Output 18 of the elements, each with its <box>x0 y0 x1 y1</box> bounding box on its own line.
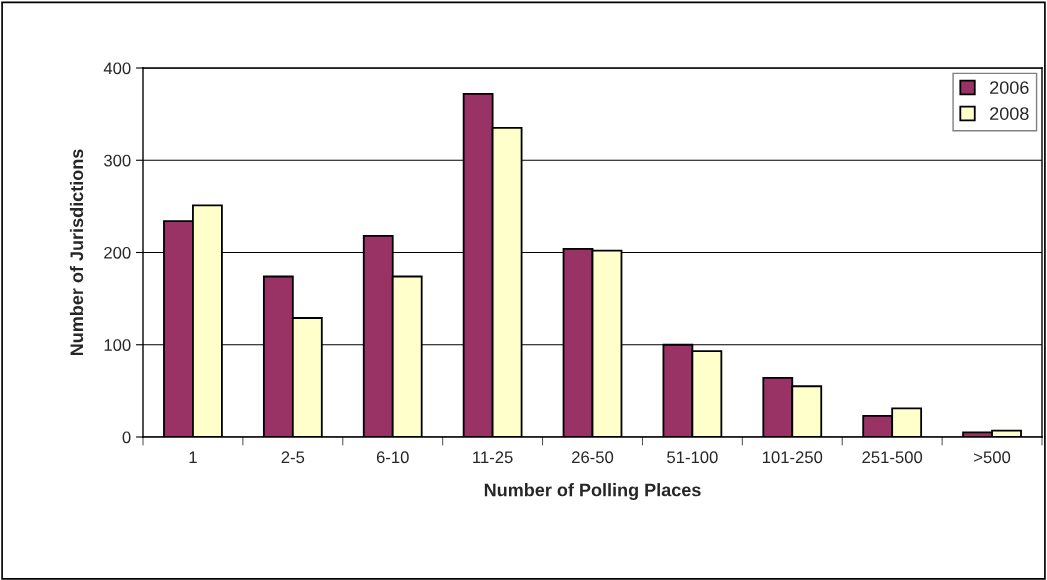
x-tick-label: 6-10 <box>376 451 409 464</box>
x-tick-label: 11-25 <box>473 451 513 464</box>
x-tick-label: >500 <box>974 451 1011 464</box>
y-tick-label: 200 <box>104 246 131 259</box>
y-tick-label: 400 <box>103 62 131 75</box>
x-axis-title: Number of Polling Places <box>484 483 701 500</box>
y-tick-label: 0 <box>122 431 131 444</box>
legend-label: 2008 <box>990 107 1029 120</box>
x-tick-label: 1 <box>189 451 197 463</box>
x-tick-label: 251-500 <box>862 451 923 464</box>
y-tick-label: 300 <box>104 154 131 167</box>
x-tick-label: 101-250 <box>762 451 823 464</box>
y-axis-title: Number of Jurisdictions <box>69 149 84 356</box>
x-tick-label: 26-50 <box>572 451 614 464</box>
x-tick-label: 51-100 <box>667 451 718 464</box>
x-tick-label: 2-5 <box>281 451 305 464</box>
legend-label: 2006 <box>990 81 1029 94</box>
y-tick-label: 100 <box>104 339 131 351</box>
